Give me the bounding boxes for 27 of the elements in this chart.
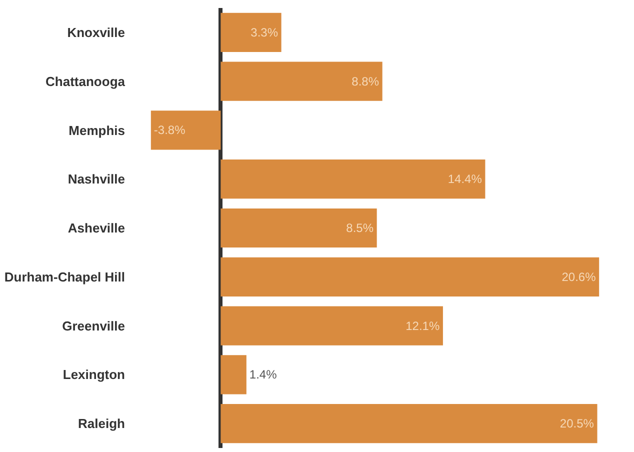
y-tick-label: Chattanooga — [46, 74, 126, 89]
data-label: 20.6% — [562, 270, 596, 284]
y-tick-label: Lexington — [62, 367, 126, 382]
bar — [220, 160, 486, 199]
data-label: 20.5% — [560, 416, 594, 431]
bar — [220, 306, 443, 346]
y-tick-label: Nashville — [68, 172, 125, 187]
bar — [220, 404, 598, 444]
bar — [220, 257, 600, 296]
y-tick-label: Durham-Chapel Hill — [4, 269, 125, 284]
bar — [220, 355, 246, 394]
data-label: 8.5% — [346, 221, 374, 235]
data-label: 14.4% — [448, 172, 482, 186]
data-label: 12.1% — [406, 318, 440, 333]
data-label: 1.4% — [249, 368, 278, 382]
y-tick-label: Knoxville — [67, 24, 125, 40]
data-label: 3.3% — [250, 25, 278, 40]
data-label: 8.8% — [352, 74, 380, 88]
y-tick-label: Asheville — [68, 220, 125, 236]
bar — [220, 12, 282, 52]
y-tick-label: Greenville — [62, 318, 125, 334]
data-label: -3.8% — [154, 123, 186, 138]
y-tick-label: Raleigh — [78, 416, 126, 432]
y-tick-label: Memphis — [68, 122, 125, 138]
bar — [220, 62, 382, 101]
bar — [150, 110, 221, 150]
bar — [220, 208, 377, 248]
